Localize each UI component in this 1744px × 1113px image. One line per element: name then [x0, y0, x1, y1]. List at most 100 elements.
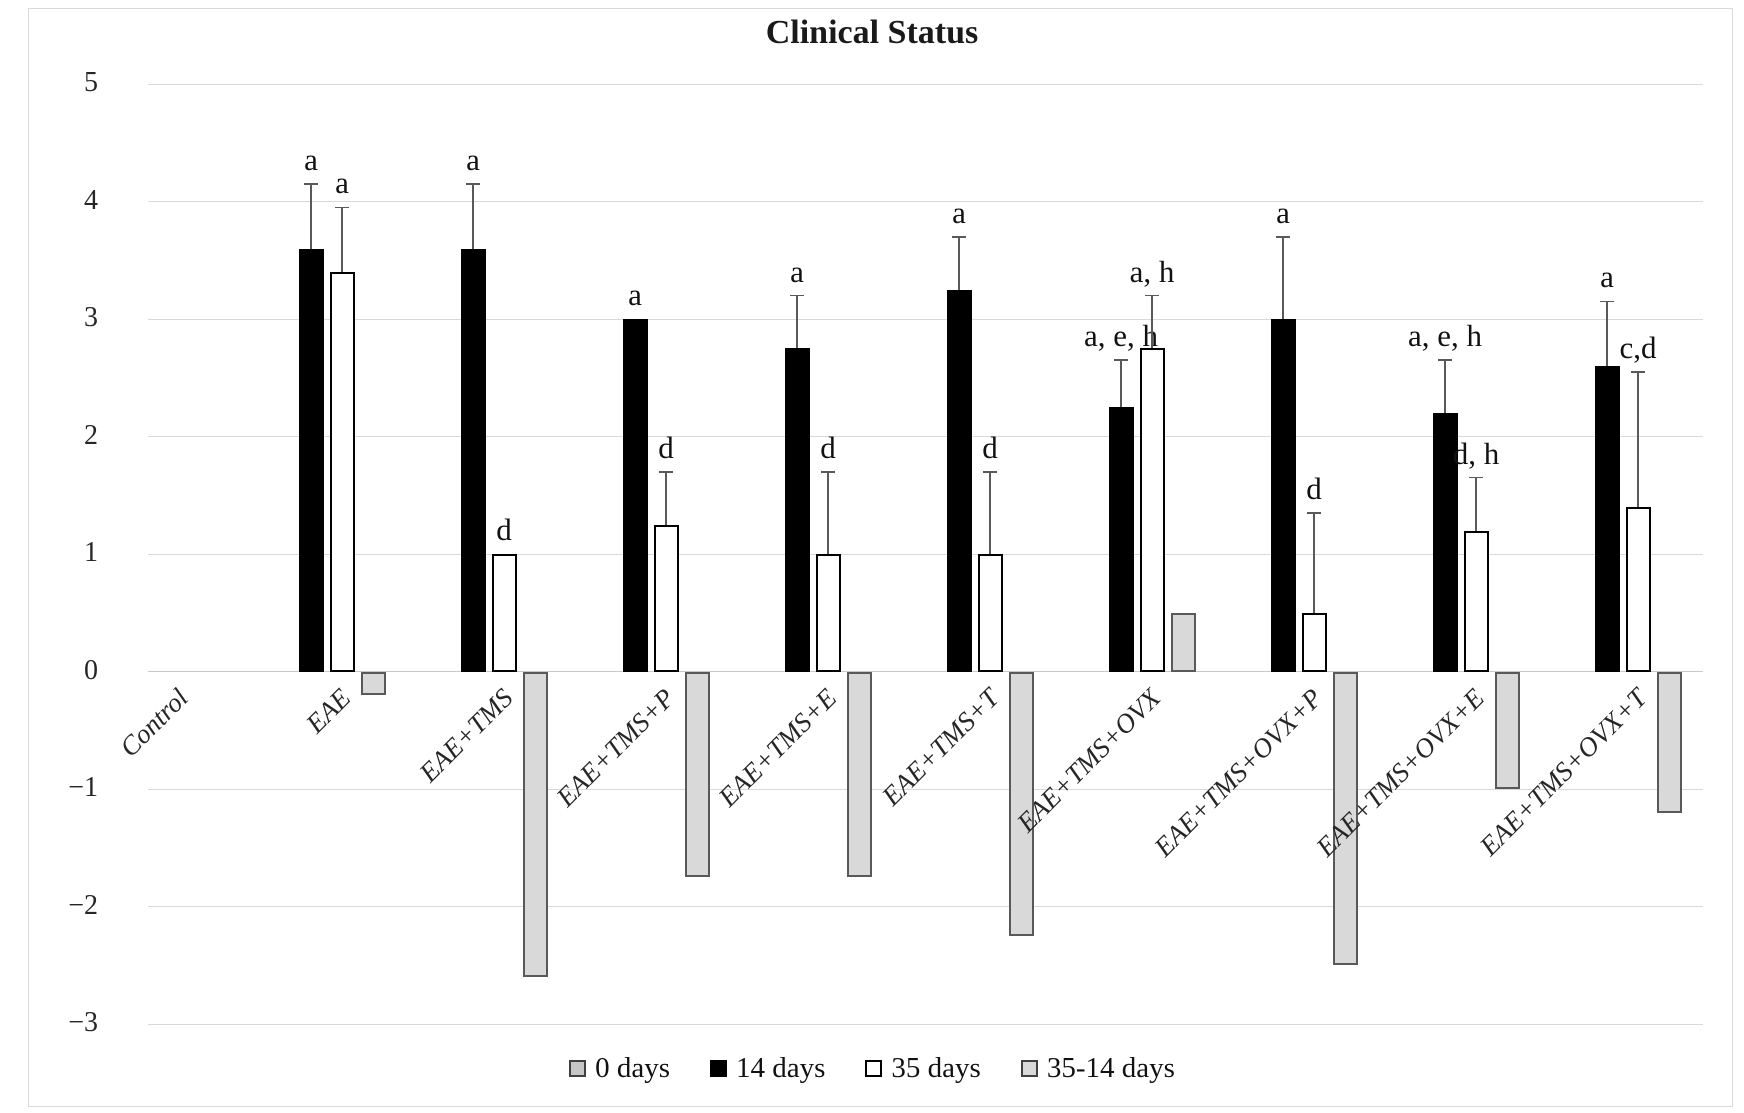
gridline: [148, 83, 1703, 85]
legend-swatch: [710, 1060, 727, 1077]
gridline: [148, 788, 1703, 790]
error-bar-cap: [1438, 359, 1452, 361]
error-bar-cap: [821, 471, 835, 473]
gridline: [148, 553, 1703, 555]
significance-label: d: [982, 429, 998, 465]
bar: [491, 554, 517, 672]
bar: [1108, 407, 1134, 672]
y-tick-label: −1: [68, 772, 98, 803]
legend-label: 35 days: [891, 1052, 981, 1084]
bar: [1625, 507, 1651, 672]
bar: [1008, 671, 1034, 936]
error-bar: [1606, 301, 1608, 366]
gridline: [148, 906, 1703, 907]
legend-item: 0 days: [569, 1052, 670, 1085]
bar: [977, 554, 1003, 672]
bar: [298, 248, 324, 672]
error-bar-cap: [983, 471, 997, 473]
significance-label: a: [304, 141, 318, 177]
bar: [1432, 413, 1458, 672]
significance-label: a: [628, 277, 642, 312]
bar: [1139, 348, 1165, 672]
legend-label: 14 days: [736, 1052, 826, 1084]
y-tick-label: 1: [84, 537, 98, 568]
y-tick-label: 0: [84, 654, 98, 686]
error-bar: [472, 183, 474, 249]
chart-area-border: [28, 8, 1733, 1107]
significance-label: d: [1306, 470, 1322, 506]
error-bar: [310, 183, 312, 249]
gridline: [148, 671, 1703, 672]
y-tick-label: −3: [68, 1007, 98, 1038]
error-bar: [796, 295, 798, 349]
significance-label: a: [790, 253, 804, 289]
significance-label: d, h: [1452, 435, 1500, 471]
y-tick-label: 5: [84, 67, 98, 98]
bar: [1332, 671, 1358, 966]
gridline: [148, 436, 1703, 437]
significance-label: a: [335, 165, 349, 201]
legend-swatch: [865, 1060, 883, 1077]
significance-label: a: [466, 141, 480, 177]
error-bar-cap: [659, 471, 673, 473]
error-bar: [1475, 477, 1477, 531]
significance-label: a: [952, 194, 966, 230]
significance-label: a: [1276, 194, 1290, 230]
error-bar-cap: [1469, 476, 1483, 479]
legend-item: 35-14 days: [1020, 1052, 1175, 1085]
gridline: [148, 201, 1703, 202]
significance-label: d: [496, 512, 512, 547]
legend-label: 0 days: [595, 1052, 670, 1084]
error-bar: [341, 207, 343, 272]
y-tick-label: 3: [84, 302, 98, 333]
y-tick-label: 2: [84, 419, 98, 451]
error-bar: [1637, 371, 1639, 507]
error-bar-cap: [1307, 512, 1321, 514]
bar: [460, 248, 486, 672]
legend-swatch: [1020, 1060, 1038, 1077]
bar: [1656, 671, 1682, 813]
bar: [329, 272, 355, 672]
bar: [1463, 530, 1489, 672]
significance-label: d: [820, 429, 836, 465]
bar: [684, 671, 710, 878]
gridline: [148, 318, 1703, 320]
error-bar: [1151, 295, 1153, 349]
error-bar: [989, 471, 991, 554]
bar: [815, 554, 841, 672]
error-bar-cap: [466, 183, 480, 185]
error-bar: [1444, 360, 1446, 413]
error-bar-cap: [1600, 300, 1614, 303]
bar: [360, 671, 386, 695]
legend-item: 14 days: [710, 1052, 825, 1085]
bar: [1270, 319, 1296, 672]
error-bar-cap: [952, 236, 966, 238]
error-bar-cap: [1114, 359, 1128, 361]
significance-label: c,d: [1619, 329, 1657, 365]
y-tick-label: 4: [84, 184, 98, 216]
error-bar: [958, 236, 960, 290]
bar: [784, 348, 810, 672]
bar: [1594, 366, 1620, 672]
error-bar-cap: [1276, 236, 1290, 238]
error-bar: [1120, 360, 1122, 408]
error-bar: [827, 471, 829, 554]
error-bar-cap: [335, 206, 349, 209]
significance-label: a, e, h: [1083, 318, 1159, 354]
bar: [846, 671, 872, 878]
legend-swatch: [569, 1060, 587, 1077]
significance-label: d: [658, 429, 674, 465]
gridline: [148, 1023, 1703, 1025]
bar: [622, 319, 648, 672]
significance-label: a: [1600, 259, 1614, 295]
error-bar-cap: [1145, 294, 1159, 297]
error-bar: [665, 471, 667, 525]
bar: [1494, 671, 1520, 789]
bar: [653, 524, 679, 672]
error-bar: [1282, 236, 1284, 319]
error-bar-cap: [790, 294, 804, 297]
y-tick-label: −2: [68, 889, 98, 921]
error-bar-cap: [304, 183, 318, 185]
bar: [1301, 612, 1327, 672]
